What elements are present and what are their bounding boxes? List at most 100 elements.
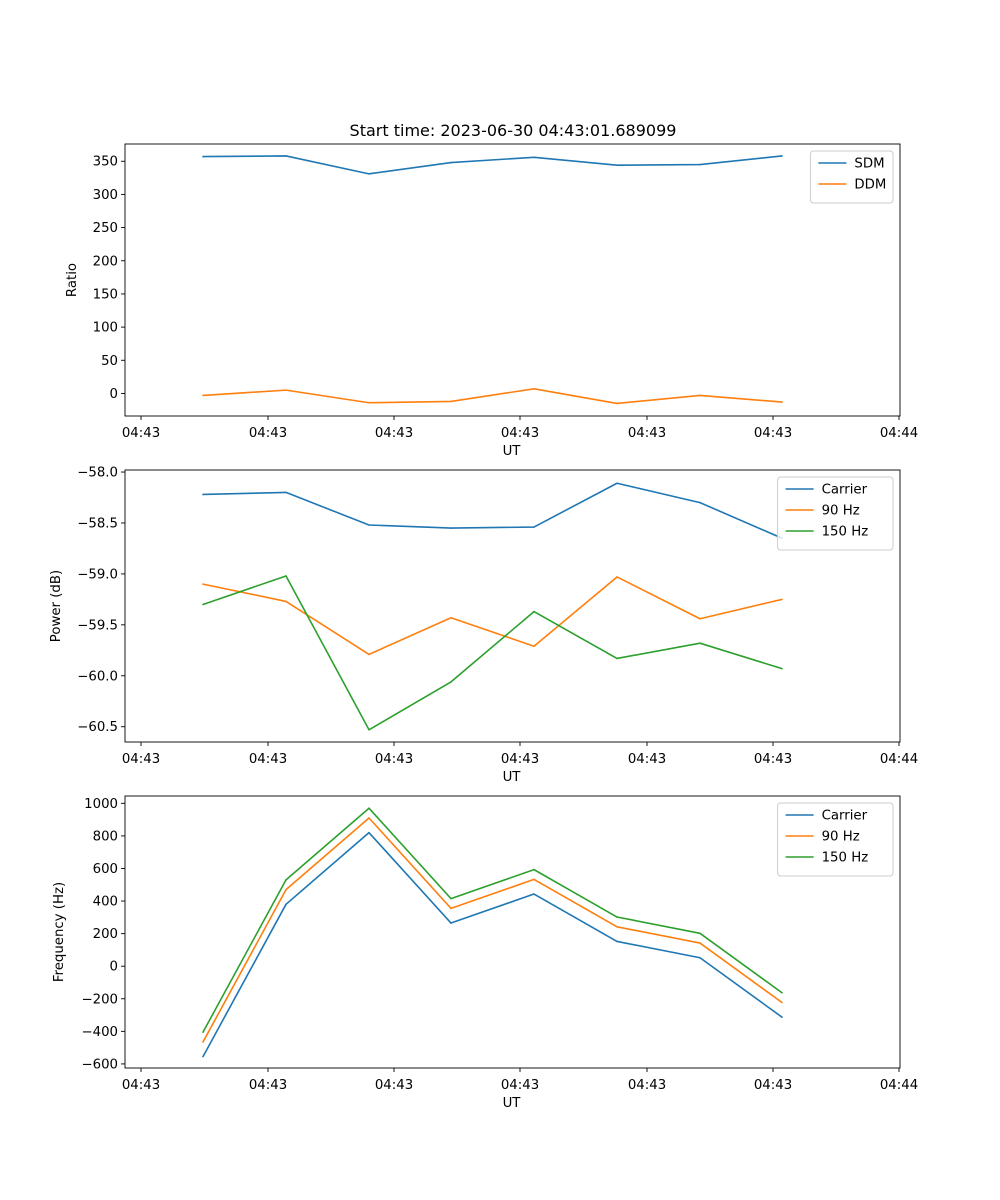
- y-tick-label: 250: [93, 221, 118, 236]
- y-tick-label: 1000: [84, 797, 118, 812]
- data-point: [368, 807, 370, 810]
- figure-title: Start time: 2023-06-30 04:43:01.689099: [350, 121, 677, 140]
- legend: Carrier 90 Hz 150 Hz: [777, 476, 894, 551]
- data-point: [616, 164, 618, 167]
- y-tick-label: 800: [93, 829, 118, 844]
- y-tick-label: −58.5: [77, 516, 118, 531]
- y-tick-label: −58.0: [77, 466, 118, 481]
- x-axis-label: UT: [503, 1096, 522, 1111]
- data-point: [699, 501, 701, 504]
- legend-box: [809, 150, 894, 204]
- x-tick-label: 04:43: [501, 1078, 539, 1093]
- data-point: [450, 907, 452, 910]
- y-tick-label: −400: [81, 1025, 118, 1040]
- y-tick-label: 350: [93, 155, 118, 170]
- legend-entry: 150 Hz: [822, 525, 869, 540]
- x-tick-label: 04:43: [501, 752, 539, 767]
- data-point: [533, 156, 535, 159]
- x-tick-label: 04:43: [754, 1078, 792, 1093]
- y-axis-label: Power (dB): [49, 570, 64, 642]
- legend: Carrier 90 Hz 150 Hz: [777, 802, 894, 877]
- series-line-150-hz: [202, 807, 783, 1033]
- data-point: [781, 667, 783, 670]
- data-point: [202, 583, 204, 585]
- y-tick-label: 200: [93, 927, 118, 942]
- x-tick-label: 04:43: [122, 426, 160, 441]
- data-point: [699, 642, 701, 644]
- legend-entry: 90 Hz: [822, 504, 860, 519]
- data-point: [699, 394, 701, 397]
- y-axis-label: Ratio: [65, 263, 80, 297]
- series-line-150-hz: [202, 575, 783, 731]
- plot-frame: [124, 469, 901, 743]
- data-point: [450, 527, 452, 529]
- data-point: [616, 657, 618, 660]
- legend-entry: 90 Hz: [822, 830, 860, 845]
- series-line-sdm: [202, 155, 783, 175]
- data-point: [616, 916, 618, 918]
- y-axis-label: Frequency (Hz): [52, 882, 67, 982]
- data-point: [368, 524, 370, 526]
- data-point: [285, 600, 287, 603]
- data-point: [616, 576, 618, 578]
- legend: SDM DDM: [809, 150, 894, 204]
- data-point: [616, 482, 618, 485]
- x-tick-label: 04:44: [880, 1078, 918, 1093]
- y-tick-label: −60.5: [77, 720, 118, 735]
- data-point: [699, 956, 701, 959]
- y-tick-label: 50: [101, 354, 118, 369]
- x-tick-label: 04:43: [754, 752, 792, 767]
- data-point: [450, 400, 452, 403]
- data-point: [285, 879, 287, 881]
- x-tick-label: 04:43: [628, 426, 666, 441]
- data-point: [202, 155, 204, 158]
- y-tick-label: 150: [93, 287, 118, 302]
- data-point: [450, 161, 452, 164]
- data-point: [202, 1055, 204, 1058]
- legend-entry: Carrier: [822, 483, 868, 498]
- x-axis-label: UT: [503, 444, 522, 459]
- x-tick-label: 04:43: [249, 752, 287, 767]
- data-point: [533, 645, 535, 648]
- data-point: [533, 388, 535, 390]
- data-point: [202, 603, 204, 606]
- data-point: [699, 942, 701, 944]
- data-point: [202, 1031, 204, 1033]
- series-line-90-hz: [202, 817, 783, 1043]
- data-point: [450, 681, 452, 683]
- data-point: [533, 610, 535, 613]
- data-point: [202, 1041, 204, 1043]
- data-point: [781, 401, 783, 403]
- data-point: [781, 1001, 783, 1004]
- y-tick-label: −600: [81, 1057, 118, 1072]
- y-tick-label: 0: [110, 387, 118, 402]
- x-tick-label: 04:43: [501, 426, 539, 441]
- data-point: [781, 991, 783, 994]
- data-point: [699, 617, 701, 620]
- plot-frame: [124, 795, 901, 1069]
- x-tick-label: 04:43: [628, 752, 666, 767]
- subplot-3: −600 −400 −200 0 200 400 600 800 1000 04:43 04:43 0…: [52, 795, 918, 1111]
- series-line-carrier: [202, 831, 783, 1057]
- data-point: [368, 173, 370, 175]
- legend-entry: DDM: [854, 178, 886, 193]
- data-point: [285, 389, 287, 391]
- y-tick-label: 300: [93, 188, 118, 203]
- data-point: [533, 526, 535, 528]
- x-tick-label: 04:43: [375, 426, 413, 441]
- data-point: [368, 728, 370, 731]
- x-tick-label: 04:44: [880, 752, 918, 767]
- series-line-ddm: [202, 387, 783, 405]
- legend-entry: Carrier: [822, 809, 868, 824]
- y-tick-label: 600: [93, 862, 118, 877]
- data-point: [368, 817, 370, 819]
- x-tick-label: 04:43: [249, 1078, 287, 1093]
- data-point: [285, 155, 287, 157]
- data-point: [533, 868, 535, 871]
- x-tick-label: 04:43: [754, 426, 792, 441]
- x-tick-label: 04:43: [375, 752, 413, 767]
- data-point: [450, 897, 452, 900]
- data-point: [368, 653, 370, 656]
- y-tick-label: 100: [93, 321, 118, 336]
